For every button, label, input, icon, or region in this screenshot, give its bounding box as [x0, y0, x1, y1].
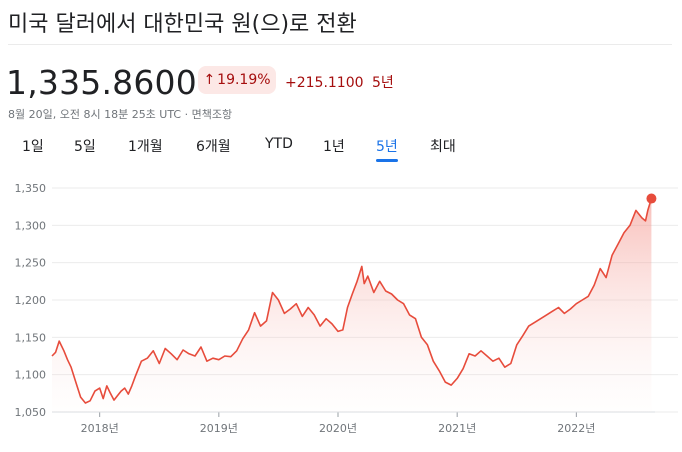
x-tick-label: 2021년 [438, 422, 476, 435]
divider [8, 44, 672, 45]
y-tick-label: 1,300 [15, 219, 47, 232]
exchange-rate-chart[interactable]: 1,350 1,300 1,250 1,200 1,150 1,100 1,050 2018년… [0, 172, 682, 452]
tab-1d[interactable]: 1일 [22, 139, 44, 155]
y-tick-label: 1,150 [15, 331, 47, 344]
y-tick-label: 1,100 [15, 369, 47, 382]
series-line [51, 198, 653, 404]
x-tick-label: 2022년 [557, 422, 595, 435]
range-tabs: 1일 5일 1개월 6개월 YTD 1년 5년 최대 [0, 136, 682, 162]
x-tick-label: 2018년 [81, 422, 119, 435]
page-title: 미국 달러에서 대한민국 원(으)로 전환 [8, 12, 357, 37]
percent-change-value: 19.19% [217, 72, 271, 88]
y-tick-label: 1,200 [15, 294, 47, 307]
tab-1y[interactable]: 1년 [323, 139, 345, 155]
y-tick-label: 1,050 [15, 406, 47, 419]
percent-change-badge: ↑ 19.19% [198, 66, 276, 94]
last-point-marker [646, 193, 657, 204]
tab-6m[interactable]: 6개월 [196, 139, 231, 155]
tab-1m[interactable]: 1개월 [128, 139, 163, 155]
absolute-change: +215.1100 5년 [285, 72, 394, 92]
y-tick-label: 1,350 [15, 182, 47, 195]
x-tick-label: 2019년 [200, 422, 238, 435]
change-period: 5년 [371, 75, 394, 91]
timestamp-disclaimer[interactable]: 8월 20일, 오전 8시 18분 25초 UTC · 면책조항 [8, 108, 233, 121]
area-fill [52, 198, 652, 412]
absolute-change-value: +215.1100 [285, 75, 364, 91]
tab-5y[interactable]: 5년 [376, 136, 398, 162]
tab-5d[interactable]: 5일 [74, 139, 96, 155]
current-price: 1,335.8600 [6, 63, 197, 102]
tab-max[interactable]: 최대 [430, 139, 456, 155]
y-tick-label: 1,250 [15, 257, 47, 270]
arrow-up-icon: ↑ [203, 72, 216, 88]
x-tick-label: 2020년 [319, 422, 357, 435]
tab-ytd[interactable]: YTD [265, 136, 293, 152]
